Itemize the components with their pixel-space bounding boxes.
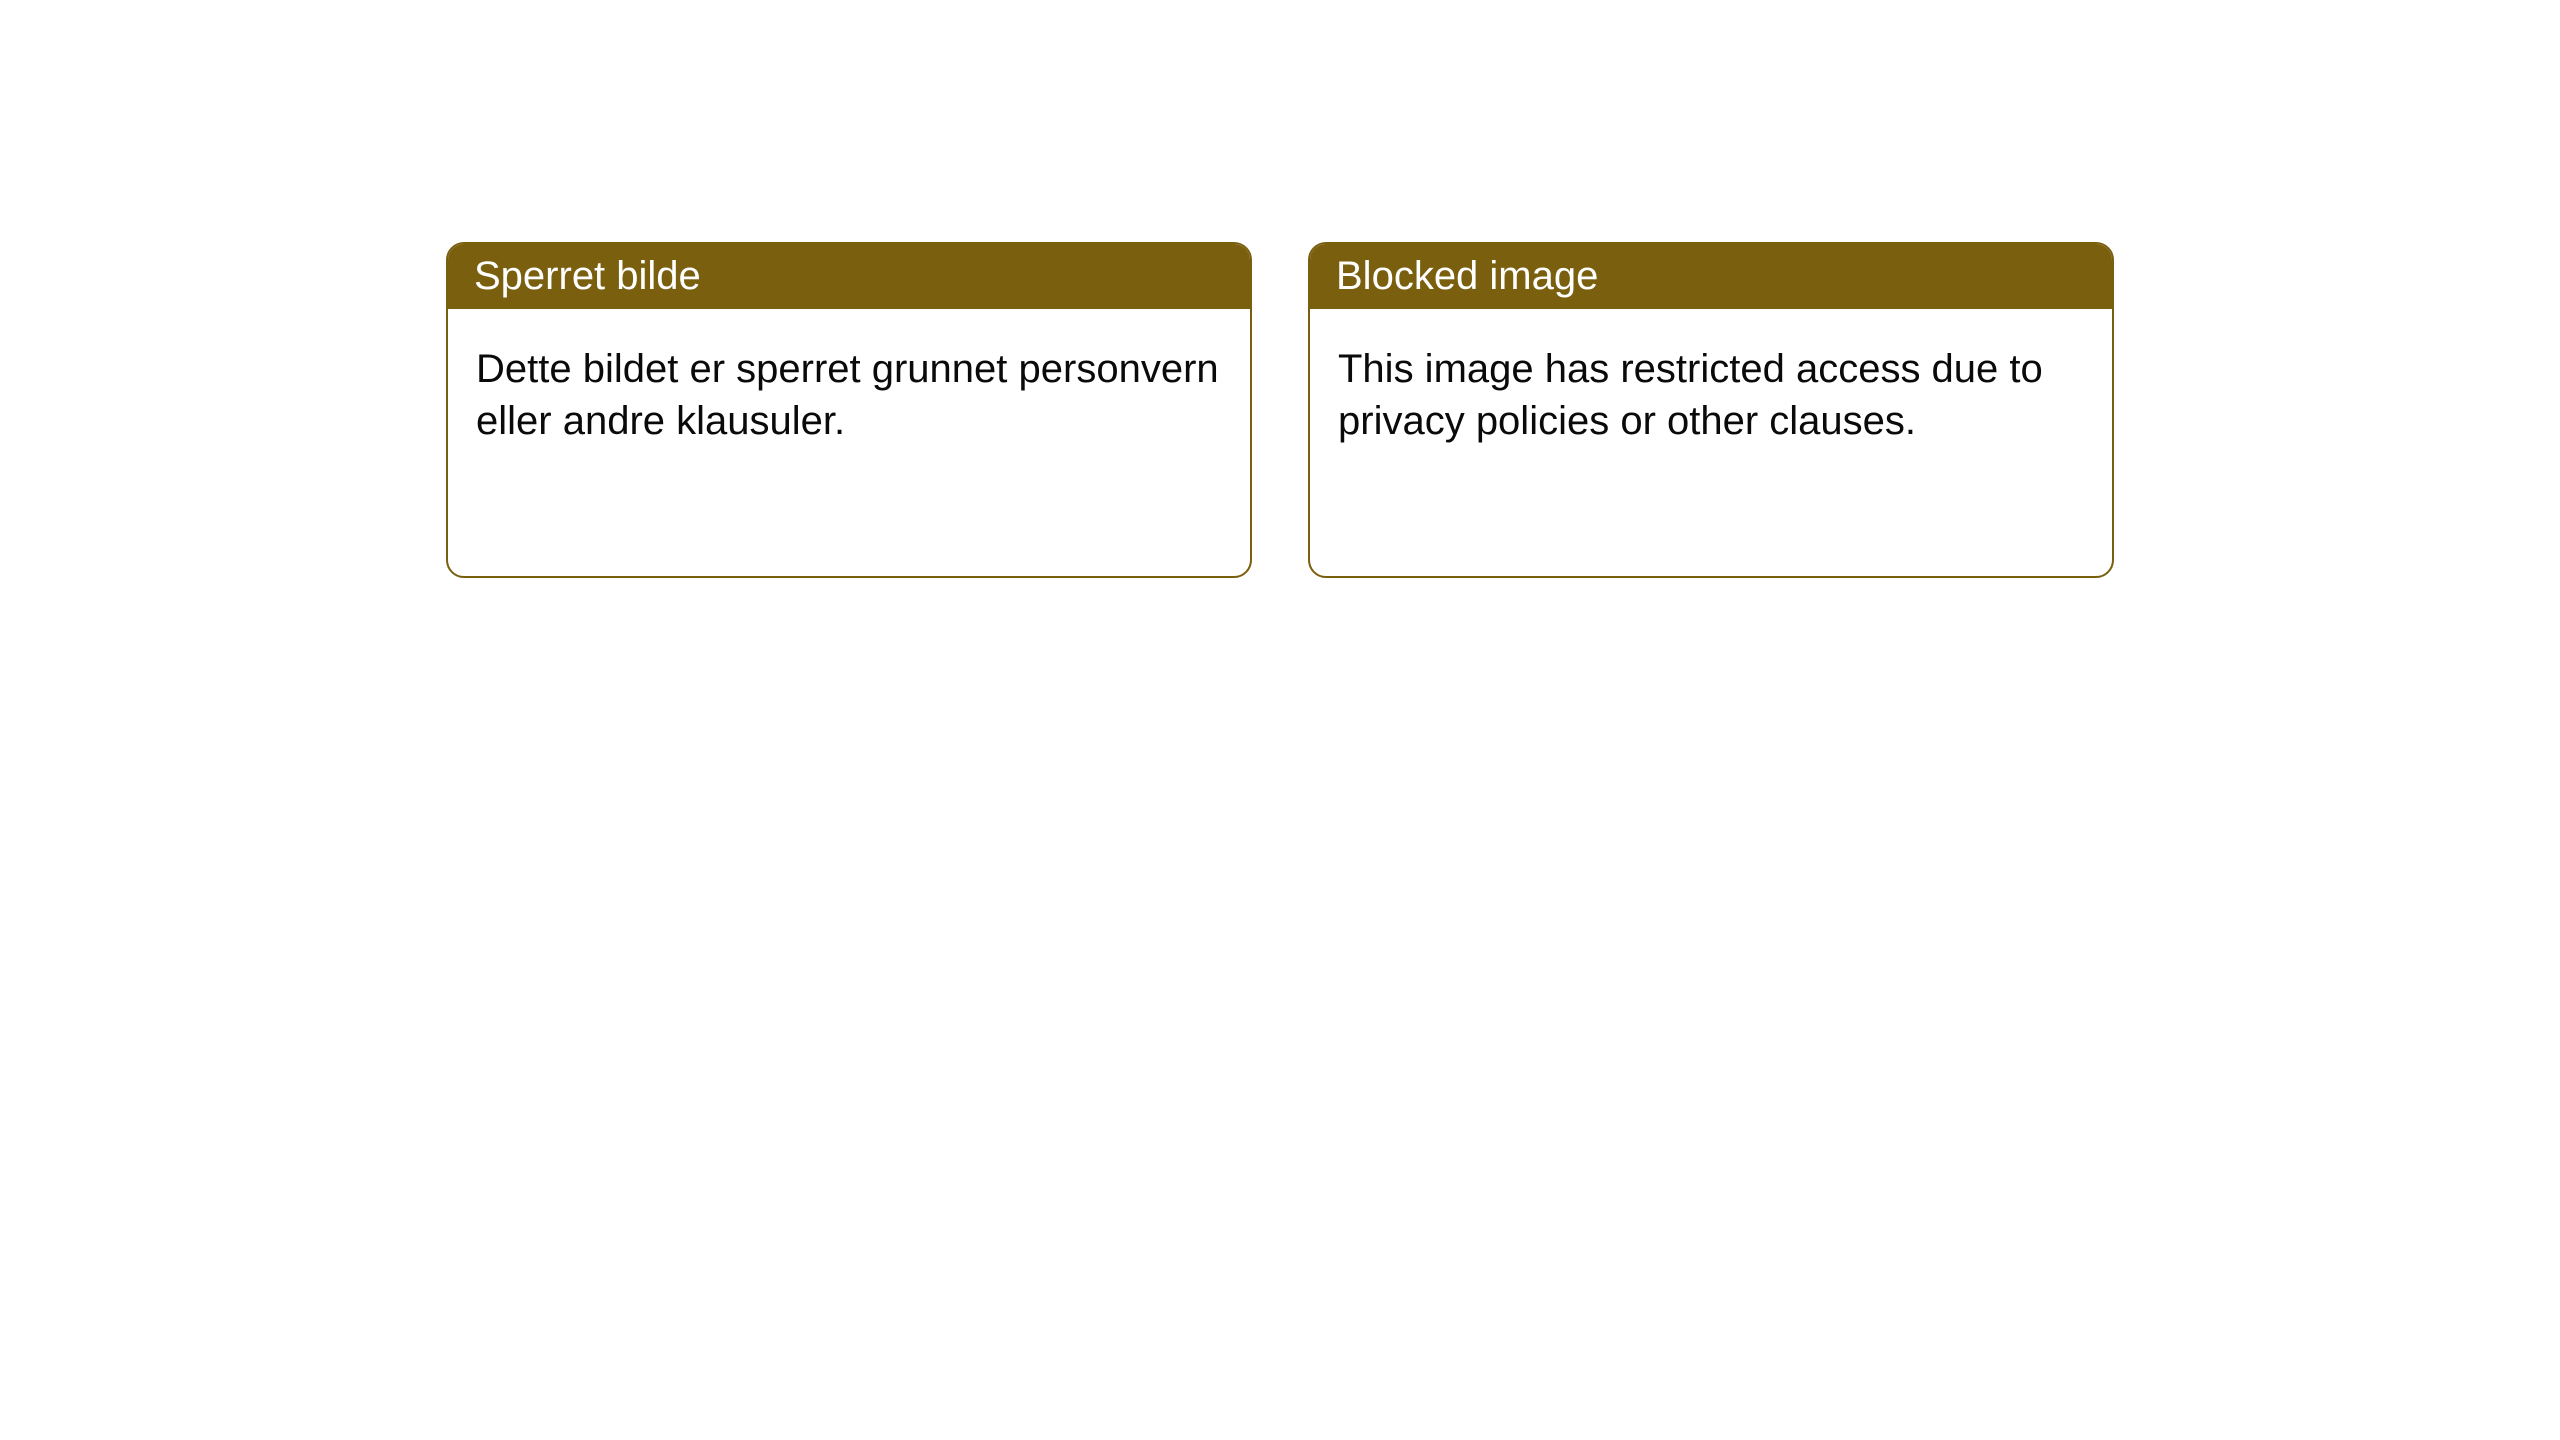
- card-body-no: Dette bildet er sperret grunnet personve…: [448, 309, 1250, 481]
- card-header-no: Sperret bilde: [448, 244, 1250, 309]
- card-body-en: This image has restricted access due to …: [1310, 309, 2112, 481]
- blocked-image-card-en: Blocked image This image has restricted …: [1308, 242, 2114, 578]
- card-header-en: Blocked image: [1310, 244, 2112, 309]
- blocked-image-card-no: Sperret bilde Dette bildet er sperret gr…: [446, 242, 1252, 578]
- notice-container: Sperret bilde Dette bildet er sperret gr…: [0, 0, 2560, 578]
